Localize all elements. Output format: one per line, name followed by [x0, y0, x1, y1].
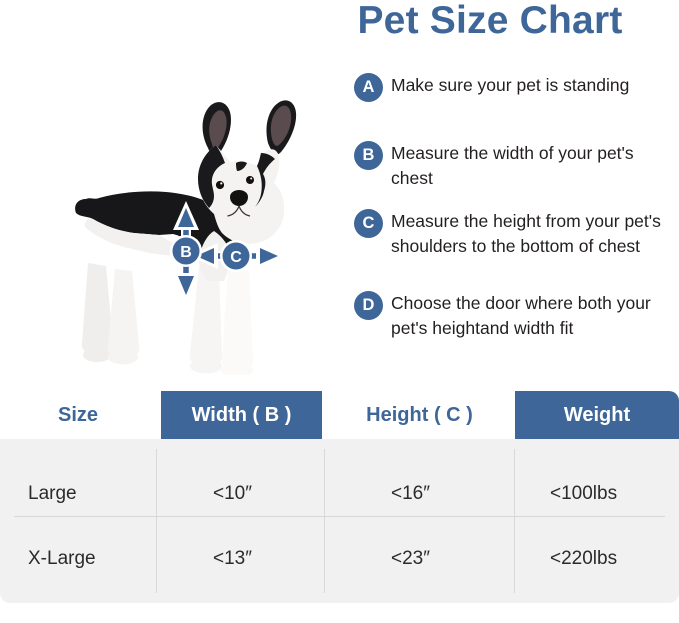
svg-text:C: C: [230, 249, 242, 266]
svg-text:B: B: [180, 244, 192, 261]
